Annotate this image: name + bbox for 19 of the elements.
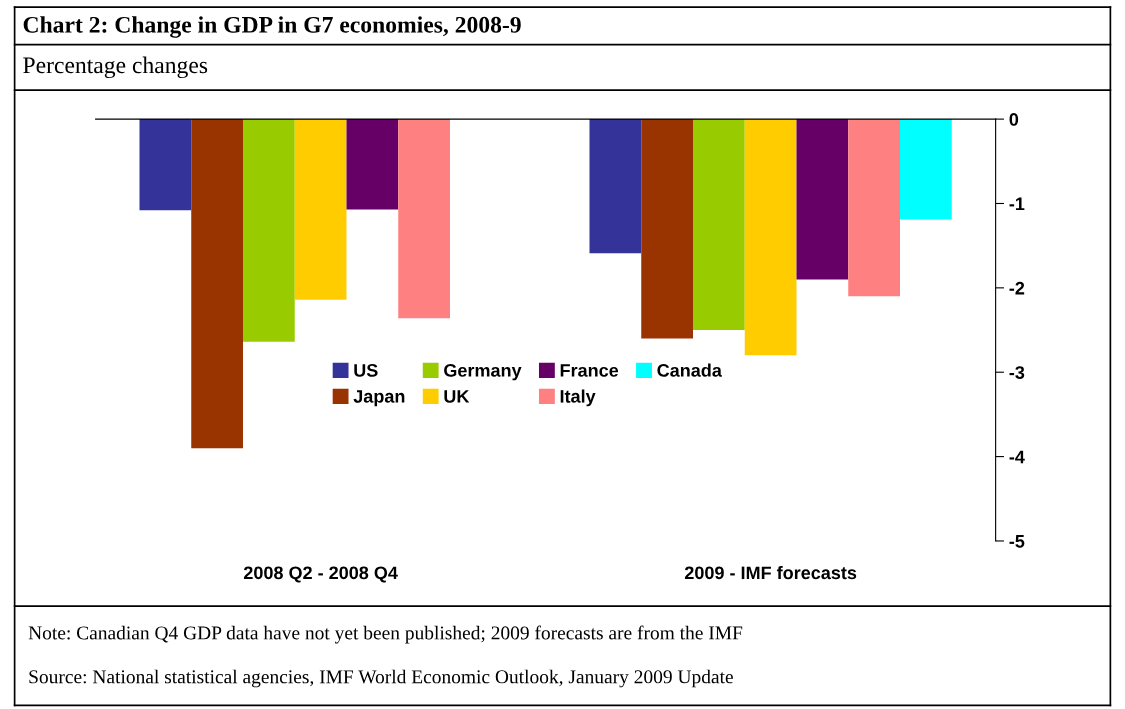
x-tick-label: 2008 Q2 - 2008 Q4 xyxy=(243,566,398,583)
legend-label: France xyxy=(560,364,619,377)
y-tick-label: -4 xyxy=(1009,450,1025,464)
legend-label: UK xyxy=(444,390,470,403)
source-note: Source: National statistical agencies, IMF World Economic Outlook, January 2009 Update xyxy=(29,669,733,688)
legend-label: Canada xyxy=(657,363,722,377)
chart-subtitle: Percentage changes xyxy=(23,56,208,79)
legend-label: Italy xyxy=(560,389,596,407)
chart-title: Chart 2: Change in GDP in G7 economies, 2008-9 xyxy=(23,16,521,38)
y-tick-label: -1 xyxy=(1009,197,1025,211)
legend-label: US xyxy=(354,364,378,377)
y-tick-label: -3 xyxy=(1009,366,1025,379)
y-tick-label: 0 xyxy=(1009,113,1019,126)
legend-label: Japan xyxy=(353,390,405,407)
x-tick-label: 2009 - IMF forecasts xyxy=(684,565,857,580)
legend-label: Germany xyxy=(444,364,522,381)
text: Note: Canadian Q4 GDP data have not yet been published; 2009 forecasts are from the IMF xyxy=(28,625,743,644)
y-tick-label: -2 xyxy=(1009,281,1025,295)
y-tick-label: -5 xyxy=(1009,535,1025,548)
